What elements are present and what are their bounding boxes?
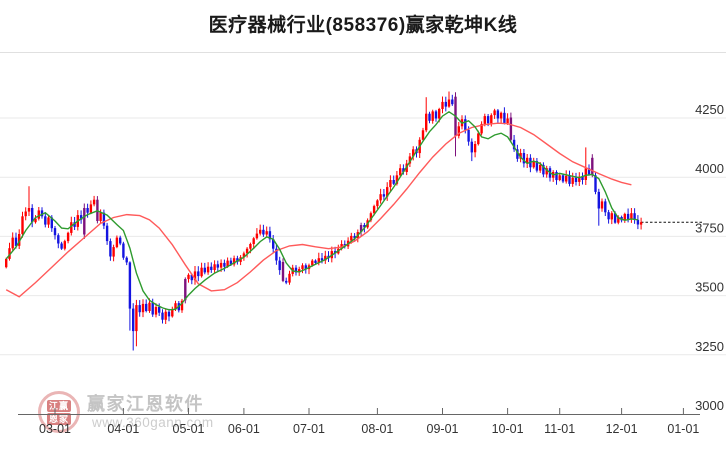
svg-text:4000: 4000 [695, 161, 724, 176]
watermark-seal-top: 江赢 [46, 399, 71, 412]
svg-text:03-01: 03-01 [39, 422, 71, 436]
svg-text:01-01: 01-01 [667, 422, 699, 436]
svg-text:11-01: 11-01 [544, 422, 575, 436]
svg-text:08-01: 08-01 [361, 422, 393, 436]
watermark-logo-icon: 江赢 恩家 [38, 391, 80, 433]
watermark-url: www.360gann.com [92, 415, 214, 430]
svg-text:05-01: 05-01 [173, 422, 205, 436]
svg-text:07-01: 07-01 [293, 422, 325, 436]
svg-text:4250: 4250 [695, 102, 724, 117]
svg-text:10-01: 10-01 [492, 422, 524, 436]
svg-text:04-01: 04-01 [107, 422, 139, 436]
svg-text:3250: 3250 [695, 339, 724, 354]
svg-text:3500: 3500 [695, 280, 724, 295]
chart-title: 医疗器械行业(858376)赢家乾坤K线 [208, 15, 518, 36]
svg-text:12-01: 12-01 [606, 422, 638, 436]
svg-text:06-01: 06-01 [228, 422, 260, 436]
svg-text:3000: 3000 [695, 398, 724, 413]
watermark-seal-bottom: 恩家 [46, 412, 71, 425]
watermark-brand: 赢家江恩软件 [87, 394, 204, 414]
svg-text:09-01: 09-01 [427, 422, 459, 436]
svg-text:3750: 3750 [695, 220, 724, 235]
